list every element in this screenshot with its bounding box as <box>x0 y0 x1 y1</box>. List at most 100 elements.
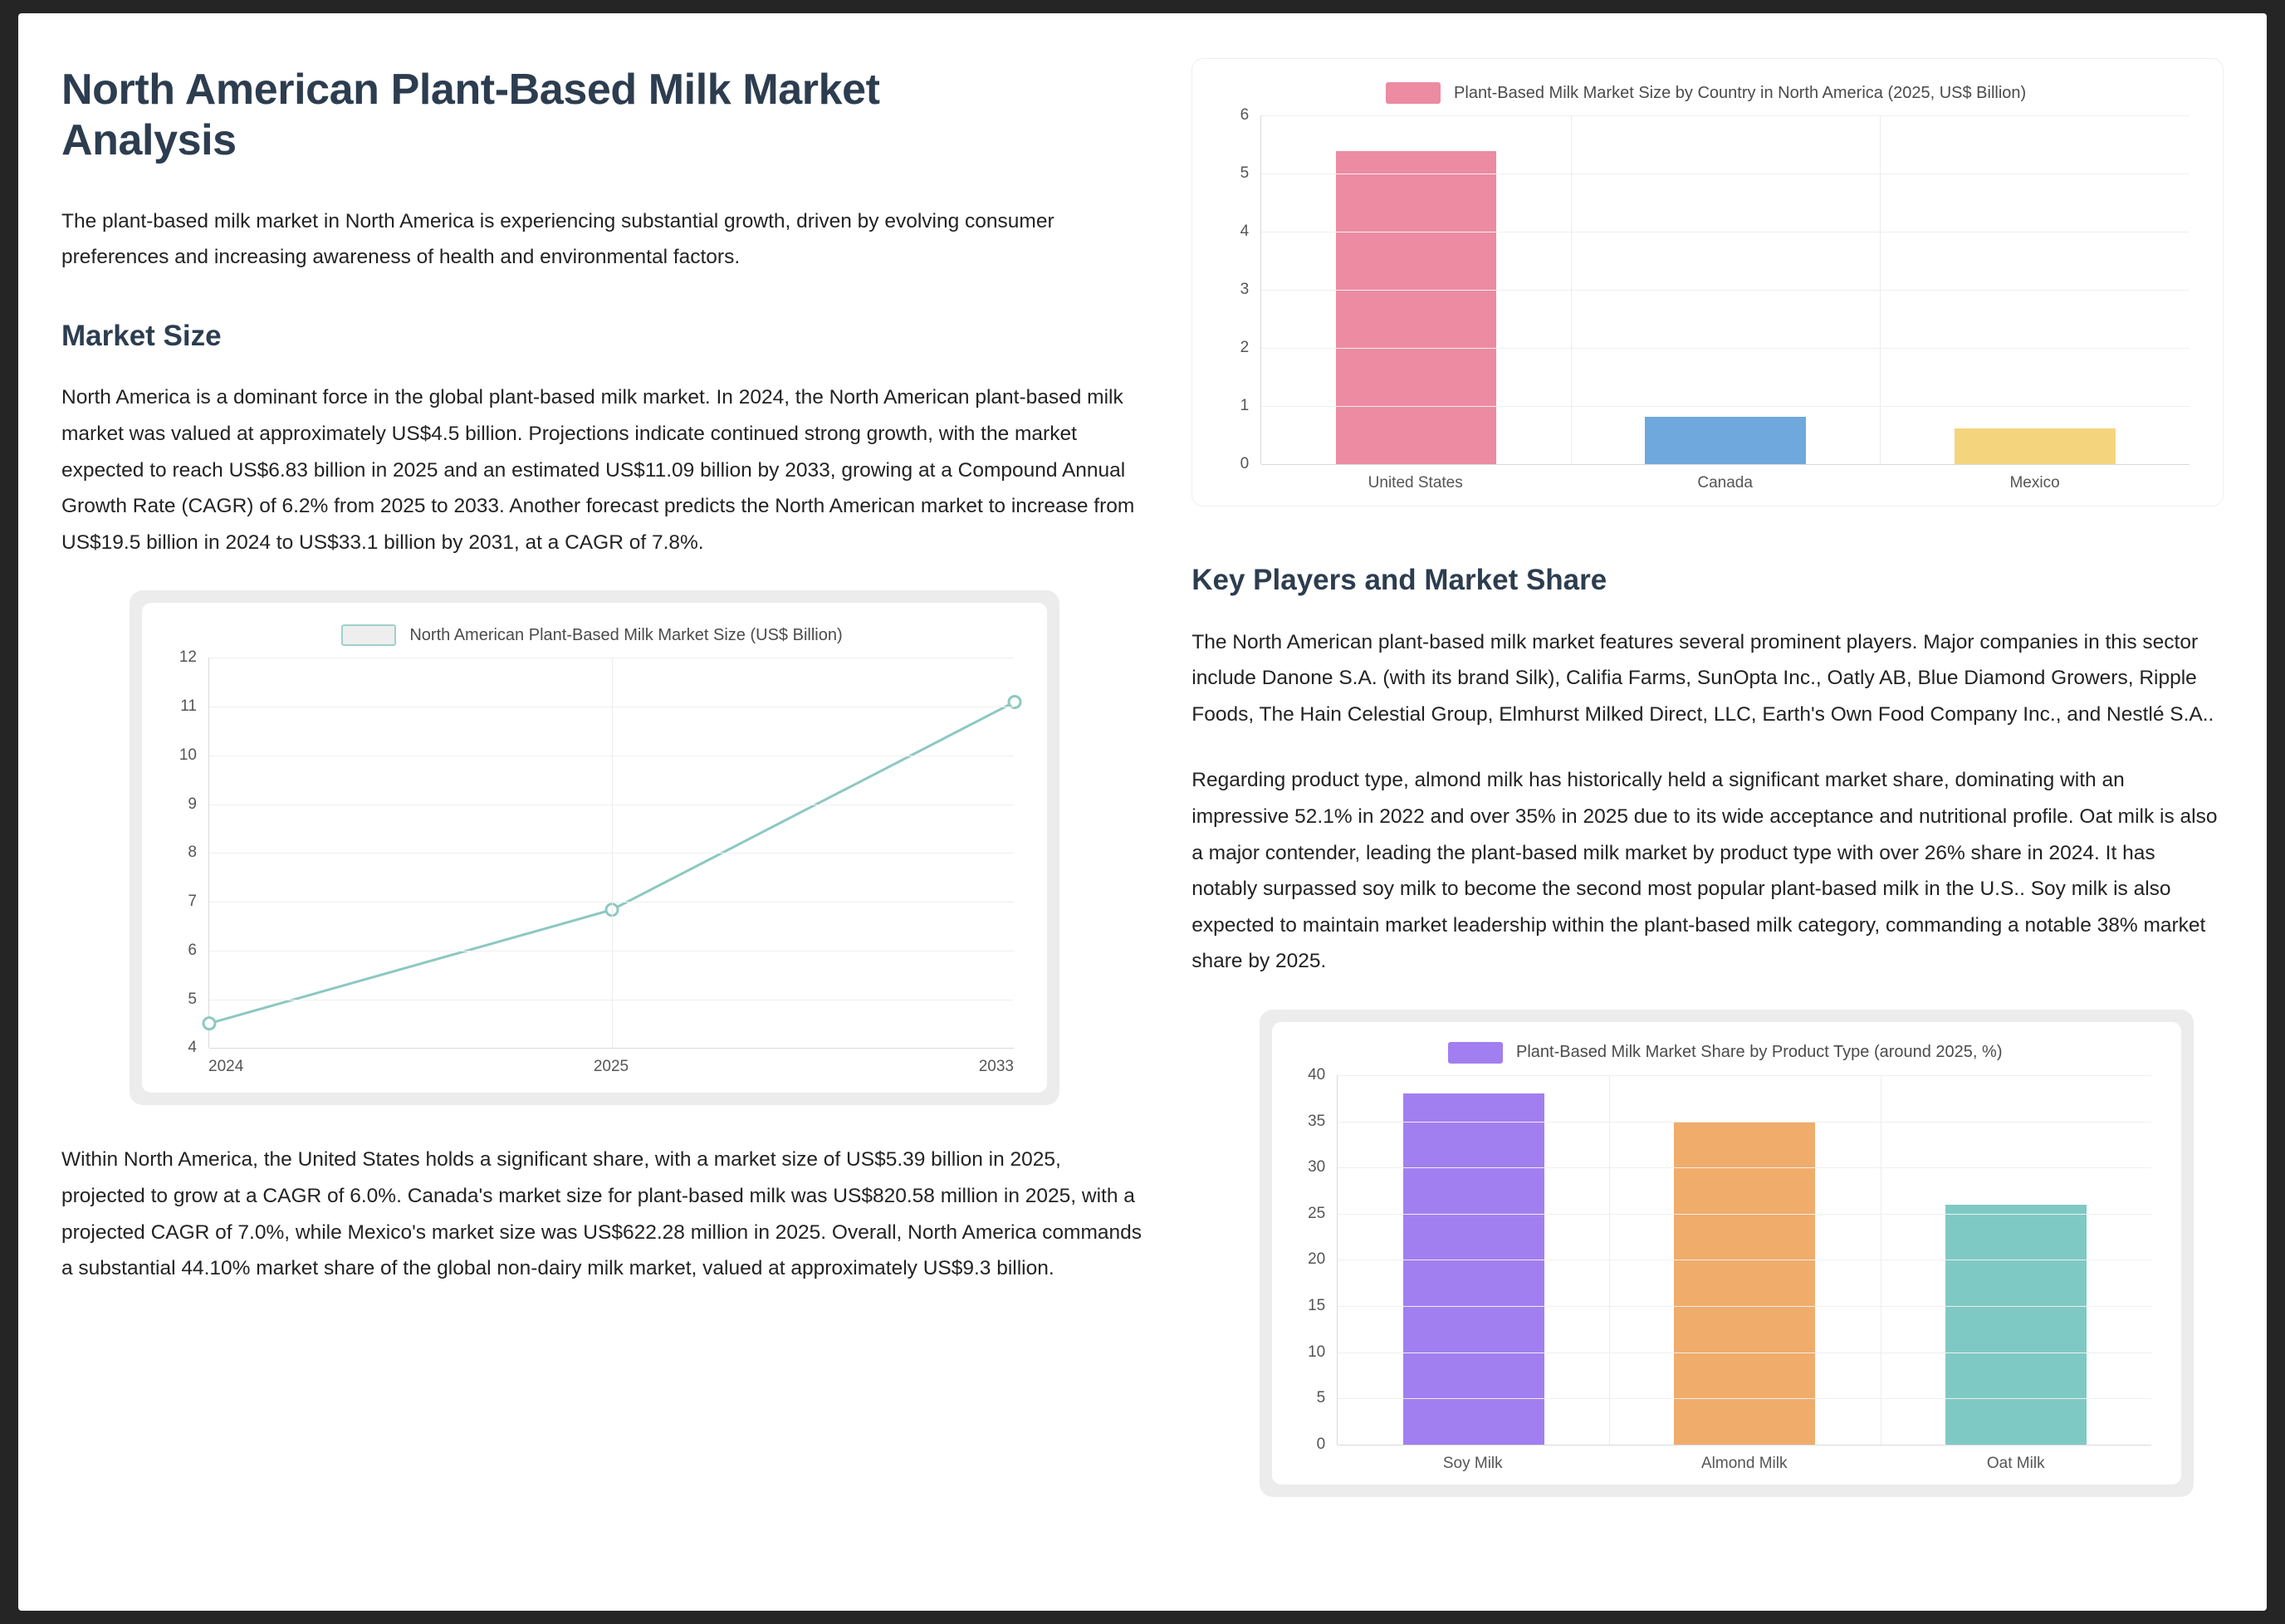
legend-label: North American Plant-Based Milk Market S… <box>409 625 843 644</box>
plot-grid <box>1260 115 2190 465</box>
y-axis-tick: 40 <box>1308 1065 1326 1083</box>
gridline <box>1338 1167 2152 1169</box>
y-axis-tick: 20 <box>1308 1250 1326 1269</box>
line-chart-frame: North American Plant-Based Milk Market S… <box>130 590 1059 1106</box>
gridline <box>1261 464 2190 465</box>
legend-swatch-icon <box>341 624 397 647</box>
bar-series <box>1261 115 2190 464</box>
gridline <box>1338 1213 2152 1215</box>
chart-product-type-share: Plant-Based Milk Market Share by Product… <box>1271 1020 2183 1485</box>
x-axis-tick: 2025 <box>593 1058 629 1076</box>
vertical-gridline <box>1608 1074 1610 1445</box>
y-axis-tick: 12 <box>179 648 197 667</box>
y-axis-tick: 5 <box>188 990 197 1008</box>
line-plot-area: 4 5 6 7 8 9 10 11 12 <box>165 648 1022 1056</box>
y-axis: 4 5 6 7 8 9 10 11 12 <box>165 648 203 1056</box>
x-axis-tick: Oat Milk <box>1986 1454 2045 1472</box>
y-axis-tick: 11 <box>180 697 197 716</box>
y-axis-tick: 6 <box>1240 106 1250 124</box>
bar-plot-area: 0 1 2 3 4 5 6 <box>1217 106 2194 472</box>
y-axis: 0 1 2 3 4 5 6 <box>1217 106 1255 472</box>
plot-grid <box>202 658 1022 1049</box>
y-axis-tick: 6 <box>188 941 197 959</box>
chart-na-market-size-trend: North American Plant-Based Milk Market S… <box>141 602 1048 1094</box>
left-column: North American Plant-Based Milk Market A… <box>61 50 1150 1586</box>
bar-slot <box>1261 115 1571 464</box>
data-point[interactable] <box>202 1016 217 1031</box>
bar-slot <box>1338 1075 1609 1445</box>
legend-swatch-icon <box>1448 1041 1503 1064</box>
two-column-layout: North American Plant-Based Milk Market A… <box>18 13 2267 1611</box>
y-axis-tick: 2 <box>1240 339 1250 356</box>
chart-country-market-size: Plant-Based Milk Market Size by Country … <box>1191 58 2224 506</box>
y-axis-tick: 30 <box>1308 1158 1326 1176</box>
document-page: North American Plant-Based Milk Market A… <box>18 13 2267 1611</box>
key-players-paragraph-1: The North American plant-based milk mark… <box>1191 630 2214 726</box>
intro-paragraph: The plant-based milk market in North Ame… <box>61 209 1054 269</box>
bar[interactable] <box>1945 1204 2087 1445</box>
gridline <box>1261 348 2190 349</box>
bar[interactable] <box>1335 150 1497 464</box>
bar-slot <box>1880 115 2190 464</box>
plot-grid <box>1337 1074 2152 1445</box>
legend-label: Plant-Based Milk Market Size by Country … <box>1454 83 2027 102</box>
gridline <box>1261 290 2190 291</box>
x-axis-tick: 2024 <box>208 1058 244 1076</box>
y-axis: 0 5 10 15 20 25 30 35 40 <box>1294 1066 1332 1453</box>
y-axis-tick: 25 <box>1308 1204 1326 1222</box>
bar[interactable] <box>1954 428 2116 464</box>
y-axis-tick: 7 <box>188 893 197 911</box>
x-axis-labels: Soy Milk Almond Milk Oat Milk <box>1337 1445 2151 1473</box>
legend-swatch-icon <box>1386 82 1441 104</box>
x-axis-tick: United States <box>1368 474 1463 492</box>
y-axis-tick: 15 <box>1308 1297 1326 1315</box>
x-axis-tick: Almond Milk <box>1701 1454 1788 1472</box>
right-column: Plant-Based Milk Market Size by Country … <box>1191 50 2224 1586</box>
key-players-paragraph-2: Regarding product type, almond milk has … <box>1191 769 2218 973</box>
bar[interactable] <box>1402 1093 1544 1445</box>
bar-slot <box>1571 115 1881 464</box>
product-chart-frame: Plant-Based Milk Market Share by Product… <box>1260 1009 2194 1497</box>
y-axis-tick: 4 <box>188 1039 197 1057</box>
y-axis-tick: 35 <box>1308 1112 1326 1130</box>
gridline <box>1261 406 2190 407</box>
gridline <box>1338 1121 2152 1123</box>
bar-plot-area: 0 5 10 15 20 25 30 35 40 <box>1294 1066 2156 1453</box>
y-axis-tick: 4 <box>1240 223 1250 240</box>
x-axis-labels: United States Canada Mexico <box>1260 464 2190 492</box>
y-axis-tick: 10 <box>1308 1343 1326 1361</box>
x-axis-tick: 2033 <box>978 1058 1014 1076</box>
bar[interactable] <box>1645 416 1806 464</box>
bar-slot <box>1881 1075 2152 1445</box>
legend-label: Plant-Based Milk Market Share by Product… <box>1516 1043 2003 1062</box>
vertical-gridline <box>1880 115 1881 464</box>
gridline <box>1338 1398 2152 1400</box>
data-point[interactable] <box>1007 695 1022 710</box>
chart-legend[interactable]: Plant-Based Milk Market Share by Product… <box>1294 1041 2156 1064</box>
page-title: North American Plant-Based Milk Market A… <box>61 66 880 165</box>
gridline <box>1261 115 2190 116</box>
y-axis-tick: 3 <box>1240 281 1250 298</box>
y-axis-tick: 5 <box>1240 164 1250 182</box>
x-axis-tick: Canada <box>1697 474 1753 492</box>
gridline <box>1338 1074 2152 1076</box>
bar[interactable] <box>1674 1121 1816 1445</box>
bar-slot <box>1609 1075 1881 1445</box>
market-size-paragraph: North America is a dominant force in the… <box>61 386 1135 554</box>
vertical-gridline <box>611 658 613 1049</box>
y-axis-tick: 1 <box>1240 397 1250 414</box>
y-axis-tick: 10 <box>179 746 197 764</box>
y-axis-tick: 0 <box>1240 455 1250 472</box>
y-axis-tick: 5 <box>1316 1389 1326 1407</box>
x-axis-tick: Mexico <box>2009 474 2060 492</box>
gridline <box>1338 1306 2152 1308</box>
y-axis-tick: 9 <box>188 795 197 813</box>
chart-legend[interactable]: North American Plant-Based Milk Market S… <box>165 624 1019 647</box>
vertical-gridline <box>1570 115 1572 464</box>
x-axis-tick: Soy Milk <box>1442 1454 1503 1472</box>
bar-series <box>1338 1075 2151 1445</box>
chart-legend[interactable]: Plant-Based Milk Market Size by Country … <box>1217 82 2194 104</box>
section-heading-market-size: Market Size <box>61 319 222 352</box>
gridline <box>209 1048 1014 1049</box>
market-size-paragraph-2: Within North America, the United States … <box>61 1148 1142 1280</box>
